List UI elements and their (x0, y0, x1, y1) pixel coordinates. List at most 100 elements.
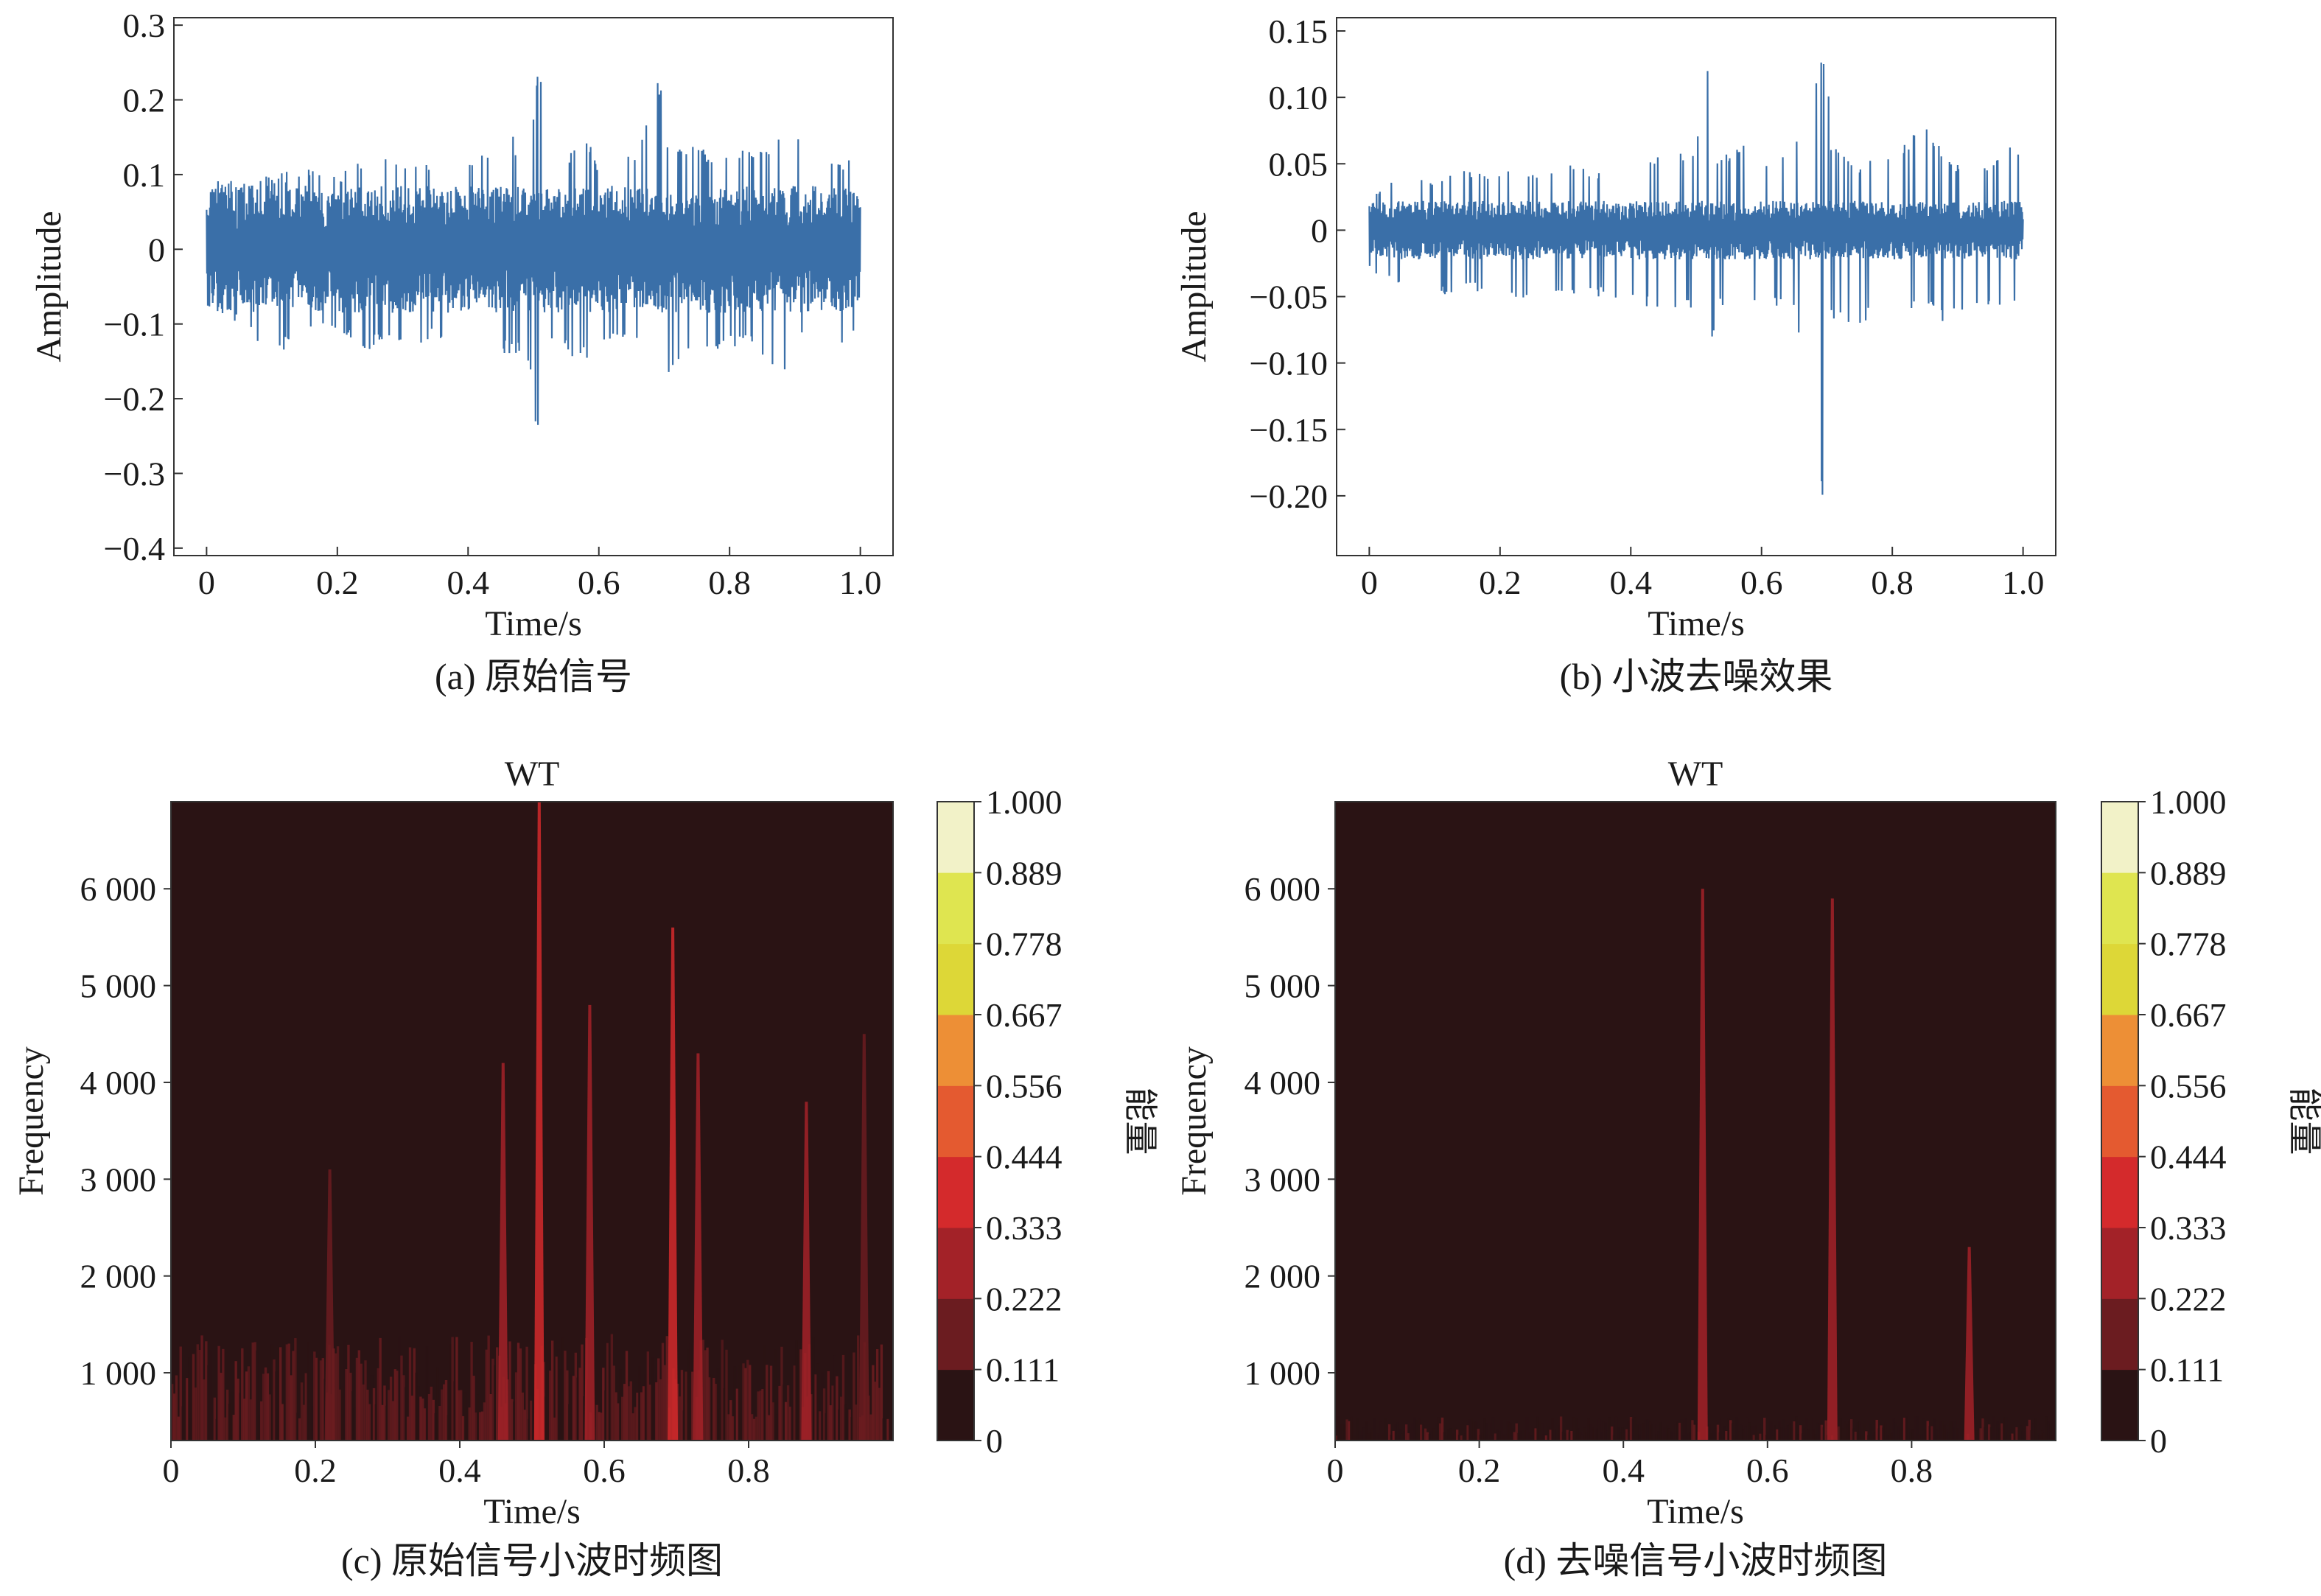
energy-band-strip (525, 1346, 528, 1441)
energy-band-strip (203, 1379, 206, 1441)
energy-band-strip (1373, 1418, 1376, 1441)
colorbar-band (937, 1298, 974, 1371)
energy-band-strip (315, 1357, 318, 1441)
colorbar-band (2101, 943, 2138, 1015)
colorbar-band (937, 1228, 974, 1299)
energy-band-strip (882, 1418, 885, 1441)
energy-band-strip (1483, 1418, 1486, 1441)
energy-band-strip (1341, 1424, 1345, 1441)
energy-band-strip (514, 1372, 518, 1441)
energy-band-strip (1365, 1421, 1368, 1441)
energy-band-strip (1629, 1417, 1633, 1441)
energy-band-strip (472, 1376, 475, 1441)
energy-band-strip (347, 1344, 350, 1441)
energy-band-strip (466, 1407, 469, 1441)
signal-trace (206, 77, 861, 425)
energy-band-strip (283, 1371, 287, 1441)
energy-band-strip (1471, 1418, 1474, 1441)
energy-band-strip (528, 1418, 531, 1441)
energy-band-strip (340, 1386, 343, 1441)
energy-band-strip (2038, 1435, 2042, 1441)
y-tick-label: 5 000 (80, 967, 157, 1005)
energy-band-strip (869, 1414, 872, 1441)
colorbar-tick-label: 1.000 (2150, 783, 2227, 821)
y-tick-label: 6 000 (80, 870, 157, 908)
energy-band-strip (1404, 1424, 1408, 1441)
colorbar-tick-label: 0.222 (986, 1280, 1063, 1317)
energy-band-strip (848, 1409, 851, 1441)
energy-band-strip (891, 1355, 893, 1441)
energy-band-strip (264, 1367, 267, 1441)
energy-band-strip (1636, 1424, 1639, 1441)
energy-band-strip (1481, 1432, 1484, 1441)
energy-band-strip (385, 1405, 388, 1441)
energy-band-strip (1390, 1435, 1393, 1441)
energy-band-strip (880, 1344, 883, 1441)
energy-band-strip (1936, 1435, 1940, 1441)
energy-band-strip (1491, 1417, 1495, 1441)
panel-d-denoised-wavelet-spectrogram: WT 0 0.2 0.4 0.6 0.8 1 000 2 000 3 000 4 000 5 000… (1174, 755, 2321, 1581)
energy-band-strip (1650, 1424, 1653, 1441)
colorbar-tick-label: 0.889 (986, 854, 1063, 892)
energy-band-strip (1394, 1424, 1397, 1441)
energy-band-strip (1335, 1435, 1338, 1441)
energy-band-strip (1457, 1435, 1461, 1441)
energy-band-strip (451, 1337, 454, 1441)
energy-band-strip (1549, 1429, 1552, 1441)
energy-band-strip (810, 1394, 813, 1441)
energy-ridge (858, 1034, 869, 1441)
energy-band-strip (2006, 1432, 2010, 1441)
energy-band-strip (574, 1352, 578, 1441)
energy-band-strip (831, 1385, 834, 1441)
energy-band-strip (2004, 1417, 2008, 1441)
energy-band-strip (1672, 1433, 1675, 1441)
energy-band-strip (827, 1371, 830, 1441)
energy-band-strip (224, 1417, 227, 1441)
energy-band-strip (421, 1398, 424, 1441)
energy-band-strip (1576, 1428, 1580, 1441)
energy-band-strip (825, 1413, 828, 1441)
colorbar-band (937, 872, 974, 945)
energy-band-strip (1916, 1416, 1919, 1441)
energy-band-strip (181, 1406, 184, 1441)
energy-band-strip (1761, 1429, 1764, 1441)
energy-band-strip (1933, 1418, 1936, 1441)
energy-band-strip (1844, 1421, 1846, 1441)
energy-band-strip (2011, 1433, 2014, 1441)
energy-band-strip (1460, 1435, 1463, 1441)
energy-band-strip (249, 1399, 253, 1441)
energy-band-strip (1924, 1429, 1928, 1441)
energy-band-strip (1790, 1427, 1793, 1441)
energy-band-strip (1377, 1435, 1380, 1441)
energy-band-strip (1466, 1425, 1469, 1441)
energy-band-strip (200, 1335, 203, 1441)
colorbar-frame (937, 801, 975, 1441)
colorbar-tick-label: 0.111 (986, 1351, 1060, 1389)
energy-band-strip (780, 1346, 783, 1441)
energy-band-strip (374, 1404, 378, 1441)
energy-band-strip (1748, 1422, 1751, 1441)
energy-band-strip (1580, 1434, 1584, 1441)
colorbar-tick-label: 0.333 (2150, 1209, 2227, 1247)
energy-band-strip (1432, 1428, 1435, 1441)
energy-band-strip (377, 1368, 379, 1441)
energy-band-strip (370, 1375, 374, 1441)
energy-band-strip (1810, 1418, 1813, 1441)
energy-band-strip (557, 1349, 560, 1441)
signal-trace (1368, 62, 2024, 495)
energy-band-strip (336, 1346, 340, 1441)
plot-title: WT (1668, 755, 1723, 794)
panel-caption: (a) 原始信号 (435, 656, 632, 697)
colorbar-band (2101, 802, 2138, 873)
energy-band-strip (1960, 1418, 1963, 1441)
energy-band-strip (1362, 1427, 1365, 1441)
energy-band-strip (1735, 1417, 1739, 1441)
energy-band-strip (383, 1385, 386, 1441)
energy-band-strip (427, 1393, 431, 1441)
energy-band-strip (610, 1334, 614, 1441)
energy-band-strip (290, 1375, 293, 1441)
energy-band-strip (1534, 1428, 1537, 1441)
energy-band-strip (1780, 1427, 1783, 1441)
energy-band-strip (617, 1403, 620, 1441)
x-tick-label: 0 (1361, 564, 1378, 601)
